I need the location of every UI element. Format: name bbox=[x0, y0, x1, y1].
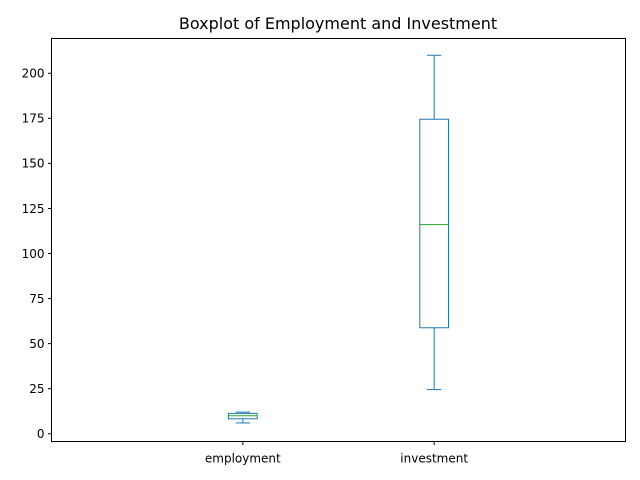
x-tick-label: employment bbox=[205, 452, 281, 466]
y-tick-label: 125 bbox=[22, 202, 45, 216]
box-investment bbox=[419, 118, 450, 329]
y-tick-label: 25 bbox=[29, 382, 44, 396]
y-tick-label: 200 bbox=[22, 67, 45, 81]
y-tick-label: 100 bbox=[22, 247, 45, 261]
y-tick-label: 50 bbox=[29, 337, 44, 351]
y-tick-label: 75 bbox=[29, 292, 44, 306]
x-tick-label: investment bbox=[400, 452, 468, 466]
y-tick-label: 0 bbox=[37, 427, 45, 441]
axes-frame bbox=[51, 38, 626, 442]
y-tick-label: 150 bbox=[22, 157, 45, 171]
chart-title: Boxplot of Employment and Investment bbox=[179, 14, 497, 33]
y-tick-label: 175 bbox=[22, 112, 45, 126]
plot-area: 0 25 50 75 100 125 150 175 200 employment investme… bbox=[22, 54, 468, 466]
